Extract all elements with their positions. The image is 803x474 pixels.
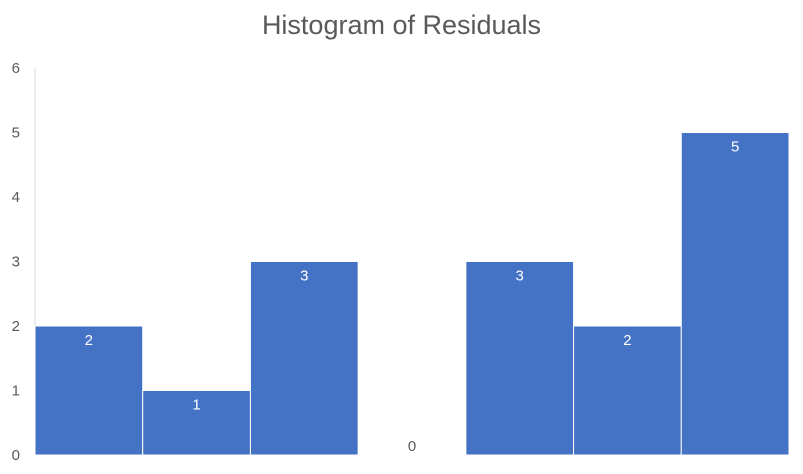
- histogram-bar: [249, 261, 359, 456]
- bar-value-label: 3: [300, 268, 308, 285]
- bar-value-label: 5: [731, 139, 739, 156]
- y-tick-label: 1: [12, 383, 20, 400]
- histogram-bar: [34, 325, 144, 456]
- data-labels: 2 1 3 0 3 2 5: [85, 139, 740, 456]
- histogram-bar: [680, 132, 790, 456]
- y-tick-label: 5: [12, 125, 20, 142]
- bar-value-label: 1: [192, 397, 200, 414]
- histogram-bar: [142, 390, 251, 456]
- bar-value-label: 3: [516, 268, 524, 285]
- bar-series: [34, 132, 790, 456]
- histogram-bar: [573, 325, 682, 456]
- chart-title: Histogram of Residuals: [261, 10, 542, 40]
- y-tick-label: 0: [12, 447, 20, 464]
- y-tick-label: 2: [12, 318, 20, 335]
- y-axis-ticks: 0 1 2 3 4 5 6: [12, 60, 20, 464]
- bar-value-label: 2: [85, 332, 93, 349]
- y-tick-label: 6: [12, 60, 20, 77]
- bar-value-label: 0: [408, 438, 416, 455]
- histogram-bar: [465, 261, 575, 456]
- y-tick-label: 4: [12, 189, 20, 206]
- bar-value-label: 2: [623, 332, 631, 349]
- y-tick-label: 3: [12, 254, 20, 271]
